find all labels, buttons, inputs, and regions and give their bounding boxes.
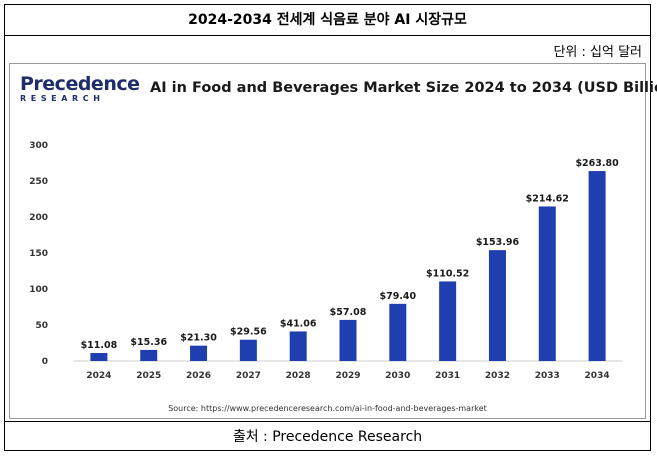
y-tick-label: 0 [42, 357, 48, 367]
bar [339, 319, 357, 361]
data-label: $263.80 [575, 158, 619, 169]
y-tick-label: 150 [29, 249, 48, 259]
bar [588, 171, 606, 361]
data-label: $214.62 [526, 193, 569, 204]
bar [389, 303, 407, 361]
x-tick-label: 2030 [385, 371, 410, 381]
data-label: $153.96 [476, 237, 520, 248]
chart-panel: Precedence RESEARCH AI in Food and Bever… [9, 63, 657, 419]
data-label: $41.06 [280, 318, 317, 329]
unit-label: 단위 : 십억 달러 [553, 45, 642, 60]
x-tick-label: 2031 [435, 371, 460, 381]
data-label: $11.08 [81, 340, 118, 351]
x-tick-label: 2024 [86, 371, 111, 381]
bar [538, 206, 556, 361]
x-tick-label: 2029 [335, 371, 360, 381]
data-label: $21.30 [180, 333, 217, 344]
data-label: $110.52 [426, 268, 469, 279]
x-tick-label: 2034 [585, 371, 610, 381]
data-label: $79.40 [379, 291, 416, 302]
chart-title: AI in Food and Beverages Market Size 202… [150, 80, 657, 96]
x-tick-label: 2026 [186, 371, 211, 381]
bar [90, 353, 108, 361]
bar [439, 281, 457, 361]
table-frame: 2024-2034 전세계 식음료 분야 AI 시장규모 단위 : 십억 달러 … [4, 4, 657, 451]
y-tick-label: 50 [35, 321, 48, 331]
chart-source-note: Source: https://www.precedenceresearch.c… [168, 404, 487, 413]
bar [289, 331, 307, 361]
x-tick-label: 2025 [136, 371, 161, 381]
x-tick-label: 2027 [236, 371, 261, 381]
y-tick-label: 300 [29, 141, 48, 151]
bar [239, 339, 257, 361]
x-tick-label: 2033 [535, 371, 560, 381]
bar [190, 345, 208, 361]
source-footer: 출처 : Precedence Research [5, 421, 650, 451]
bar [488, 250, 506, 361]
data-label: $29.56 [230, 327, 267, 338]
logo-main-text: Precedence [20, 73, 140, 95]
y-tick-label: 100 [29, 285, 48, 295]
x-tick-label: 2028 [286, 371, 311, 381]
precedence-logo: Precedence RESEARCH [20, 74, 140, 103]
logo-sub-text: RESEARCH [20, 94, 105, 103]
y-tick-label: 250 [29, 177, 48, 187]
data-label: $15.36 [130, 337, 167, 348]
data-label: $57.08 [330, 307, 367, 318]
page-title: 2024-2034 전세계 식음료 분야 AI 시장규모 [5, 5, 650, 36]
y-tick-label: 200 [29, 213, 48, 223]
bar-chart: 0 50 100 150 200 250 300 $11.08 2024 $15.36 2025 $2… [29, 141, 622, 381]
x-tick-label: 2032 [485, 371, 510, 381]
bar [140, 349, 158, 361]
